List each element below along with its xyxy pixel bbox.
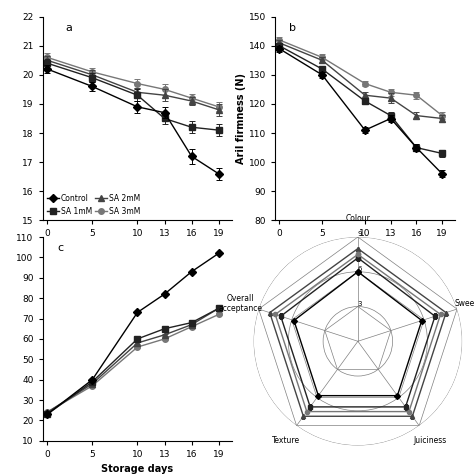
Text: b: b (289, 23, 296, 33)
Text: c: c (58, 243, 64, 253)
X-axis label: Storage days: Storage days (101, 244, 173, 254)
Legend: Control, SA 1mM, SA 2mM, SA 3mM: Control, SA 1mM, SA 2mM, SA 3mM (46, 193, 141, 217)
Y-axis label: Aril firmness (N): Aril firmness (N) (236, 73, 246, 164)
X-axis label: Storage days: Storage days (329, 244, 401, 254)
X-axis label: Storage days: Storage days (101, 465, 173, 474)
Text: a: a (65, 23, 73, 33)
